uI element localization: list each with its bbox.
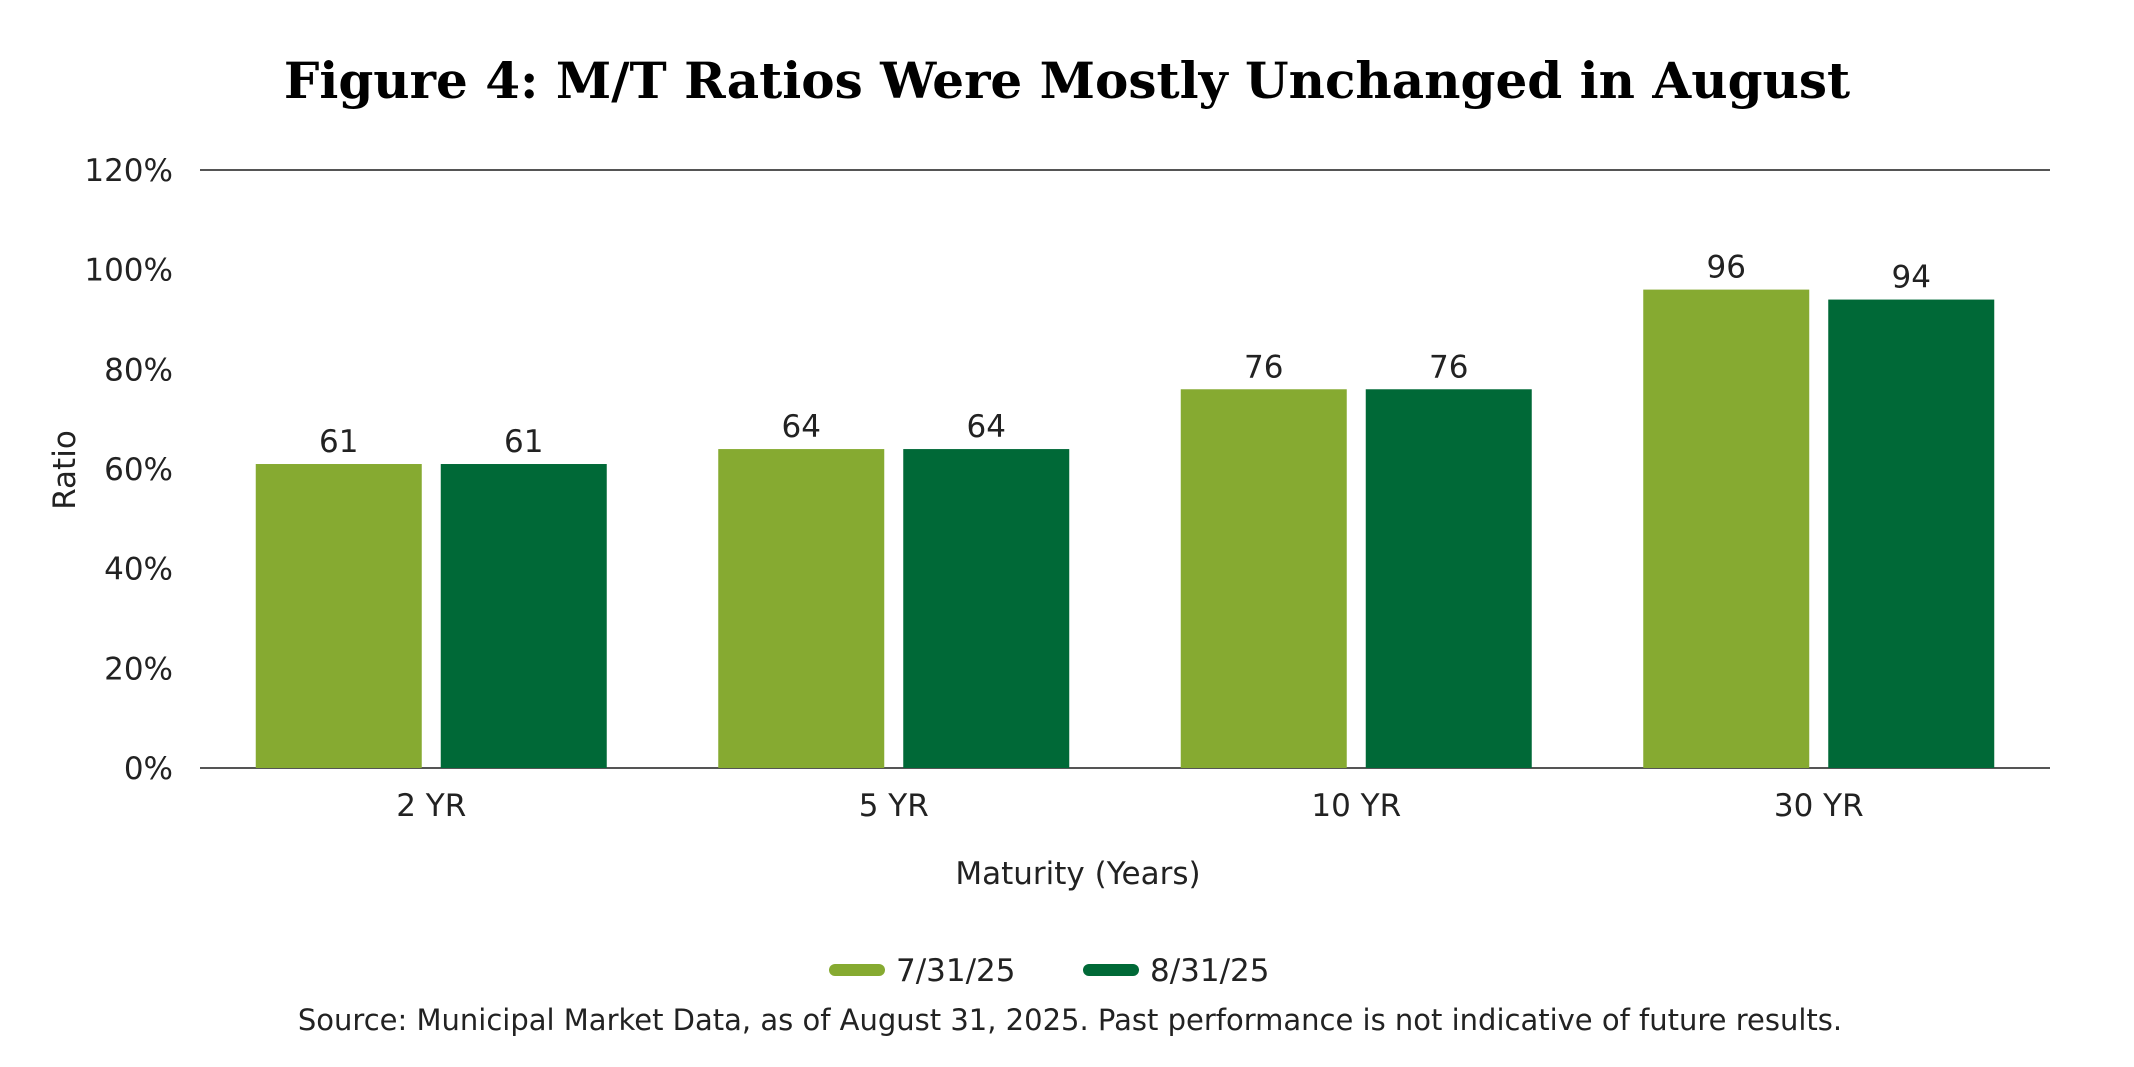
y-tick-label: 100% bbox=[84, 253, 173, 289]
bar bbox=[1828, 299, 1995, 768]
bar bbox=[440, 464, 607, 768]
legend-label: 8/31/25 bbox=[1150, 953, 1270, 989]
x-tick-label: 30 YR bbox=[1774, 788, 1864, 824]
y-tick-label: 80% bbox=[104, 352, 173, 388]
bar-value-label: 96 bbox=[1707, 250, 1746, 286]
y-tick-label: 0% bbox=[124, 751, 173, 787]
y-tick-label: 120% bbox=[84, 153, 173, 189]
bar bbox=[255, 464, 422, 768]
x-tick-label: 5 YR bbox=[859, 788, 929, 824]
bar-value-label: 64 bbox=[782, 409, 821, 445]
bar bbox=[903, 449, 1070, 768]
legend-swatch bbox=[1083, 964, 1139, 976]
x-tick-label: 10 YR bbox=[1311, 788, 1401, 824]
y-tick-label: 60% bbox=[104, 452, 173, 488]
x-tick-label: 2 YR bbox=[396, 788, 466, 824]
legend-swatch bbox=[829, 964, 885, 976]
bar-value-label: 61 bbox=[319, 424, 358, 460]
y-tick-label: 20% bbox=[104, 651, 173, 687]
bar bbox=[718, 449, 885, 768]
source-note: Source: Municipal Market Data, as of Aug… bbox=[298, 1003, 1842, 1037]
bar-value-label: 64 bbox=[967, 409, 1006, 445]
bar-value-label: 94 bbox=[1892, 260, 1931, 296]
bar-value-label: 76 bbox=[1429, 349, 1468, 385]
bar bbox=[1180, 389, 1347, 768]
chart-title: Figure 4: M/T Ratios Were Mostly Unchang… bbox=[284, 51, 1850, 110]
bars bbox=[255, 289, 1995, 768]
bar-value-label: 76 bbox=[1244, 349, 1283, 385]
x-axis: 2 YR 5 YR 10 YR 30 YR bbox=[396, 788, 1863, 824]
bar bbox=[1365, 389, 1532, 768]
bar-value-label: 61 bbox=[504, 424, 543, 460]
legend: 7/31/25 8/31/25 bbox=[829, 953, 1270, 989]
y-axis-label: Ratio bbox=[47, 430, 83, 510]
legend-label: 7/31/25 bbox=[896, 953, 1016, 989]
bar-labels: 61 61 64 64 76 76 96 94 bbox=[319, 250, 1931, 460]
bar bbox=[1643, 289, 1810, 768]
x-axis-label: Maturity (Years) bbox=[955, 856, 1200, 892]
y-tick-label: 40% bbox=[104, 552, 173, 588]
